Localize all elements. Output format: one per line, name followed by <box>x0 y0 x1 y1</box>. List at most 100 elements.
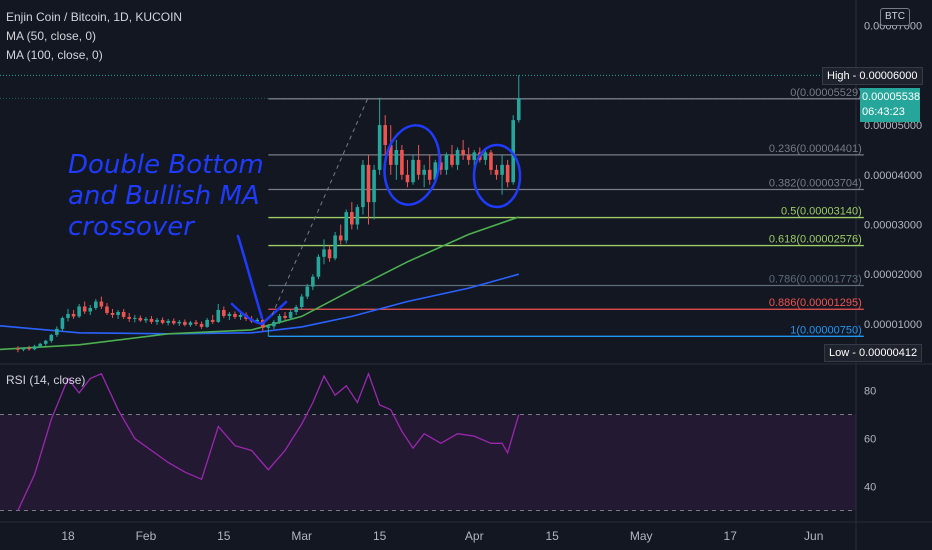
candle <box>377 97 382 175</box>
candle <box>199 321 204 329</box>
rsi-axis-label: 40 <box>864 482 876 494</box>
candle-body <box>188 322 193 325</box>
candle-body <box>505 164 510 183</box>
high-price-tag: High - 0.00006000 <box>822 67 923 85</box>
time-axis-label: 15 <box>217 529 231 543</box>
fib-level-label: 1(0.00000750) <box>790 324 862 336</box>
candle <box>227 311 232 320</box>
candle <box>66 308 70 322</box>
candle <box>422 164 426 188</box>
candle <box>322 239 326 265</box>
time-axis-label: 15 <box>373 529 387 543</box>
candlestick-series <box>16 75 521 353</box>
candle-body <box>377 125 382 170</box>
candle <box>160 317 165 325</box>
candle-body <box>266 326 271 328</box>
candle <box>144 316 148 323</box>
candle <box>121 308 126 319</box>
projection-line <box>271 97 369 316</box>
price-axis-label: 0.00001000 <box>864 319 922 331</box>
candle-body <box>55 328 59 335</box>
candle-body <box>21 348 26 350</box>
candle-body <box>350 212 354 225</box>
candle-body <box>344 212 349 241</box>
candle <box>483 149 488 165</box>
time-axis-label: Feb <box>136 529 157 543</box>
axes: 0.00001000 0.00002000 0.00003000 0.00004000… <box>61 21 922 543</box>
candle <box>116 309 120 319</box>
ma100-line <box>0 273 520 335</box>
candle-body <box>483 152 488 160</box>
candle <box>21 347 26 352</box>
candle <box>132 314 137 323</box>
candle <box>233 311 237 319</box>
candle <box>427 154 432 185</box>
candle-body <box>132 317 137 319</box>
candle-body <box>372 169 376 203</box>
price-axis-label: 0.00003000 <box>864 220 922 232</box>
candle-body <box>127 316 132 319</box>
candle-body <box>116 311 120 315</box>
candle-body <box>77 306 81 317</box>
candle-body <box>455 149 460 165</box>
candle <box>338 224 343 245</box>
candle <box>383 115 388 155</box>
candle-body <box>494 169 499 175</box>
candle-body <box>288 311 293 318</box>
candle-body <box>433 162 438 180</box>
currency-button[interactable]: BTC <box>880 8 910 26</box>
candle-body <box>32 346 37 350</box>
candle <box>99 296 104 309</box>
candle-body <box>472 152 477 160</box>
time-axis-label: May <box>630 529 653 543</box>
annotation-line-3: crossover <box>68 212 194 242</box>
candle-body <box>338 235 343 241</box>
fib-level-label: 0.5(0.00003140) <box>781 206 862 218</box>
candle-body <box>233 313 237 317</box>
candle <box>444 152 449 175</box>
candle <box>505 159 510 188</box>
candle <box>327 245 332 262</box>
time-axis-label: 17 <box>724 529 738 543</box>
candle-body <box>149 318 154 322</box>
candle <box>455 147 460 170</box>
arrow-drawing <box>230 234 288 326</box>
candle-body <box>82 306 87 312</box>
candle <box>149 315 154 324</box>
time-axis-label: Apr <box>465 529 484 543</box>
circle-drawing-bottom <box>472 143 522 209</box>
candle <box>450 144 454 168</box>
candle-body <box>16 348 20 350</box>
candle-body <box>444 154 449 170</box>
candle-body <box>299 296 304 308</box>
chart-title: Enjin Coin / Bitcoin, 1D, KUCOIN <box>6 10 183 24</box>
candle-body <box>66 313 70 318</box>
candle-body <box>183 321 187 325</box>
candle <box>82 301 87 314</box>
candle <box>171 318 176 325</box>
candle-body <box>227 313 232 316</box>
candle-body <box>88 307 93 312</box>
candle-body <box>71 313 76 317</box>
rsi-line <box>17 371 520 511</box>
candle <box>71 309 76 319</box>
candle <box>194 319 198 326</box>
candle <box>277 313 282 324</box>
candle-body <box>427 169 432 180</box>
candle-body <box>166 320 170 323</box>
moving-averages <box>0 216 520 351</box>
candle <box>88 305 93 315</box>
candle-body <box>222 309 226 316</box>
candle-body <box>400 149 404 175</box>
circle-drawing-top <box>383 124 441 206</box>
countdown: 06:43:23 <box>862 106 905 118</box>
fib-level-label: 0.236(0.00004401) <box>769 143 862 155</box>
candle <box>49 333 54 343</box>
candle-body <box>255 319 260 322</box>
price-axis-label: 0.00002000 <box>864 269 922 281</box>
candle-body <box>199 323 204 327</box>
candle <box>333 231 337 261</box>
candle <box>183 319 187 327</box>
candle-body <box>144 318 148 321</box>
candle-body <box>439 162 443 170</box>
